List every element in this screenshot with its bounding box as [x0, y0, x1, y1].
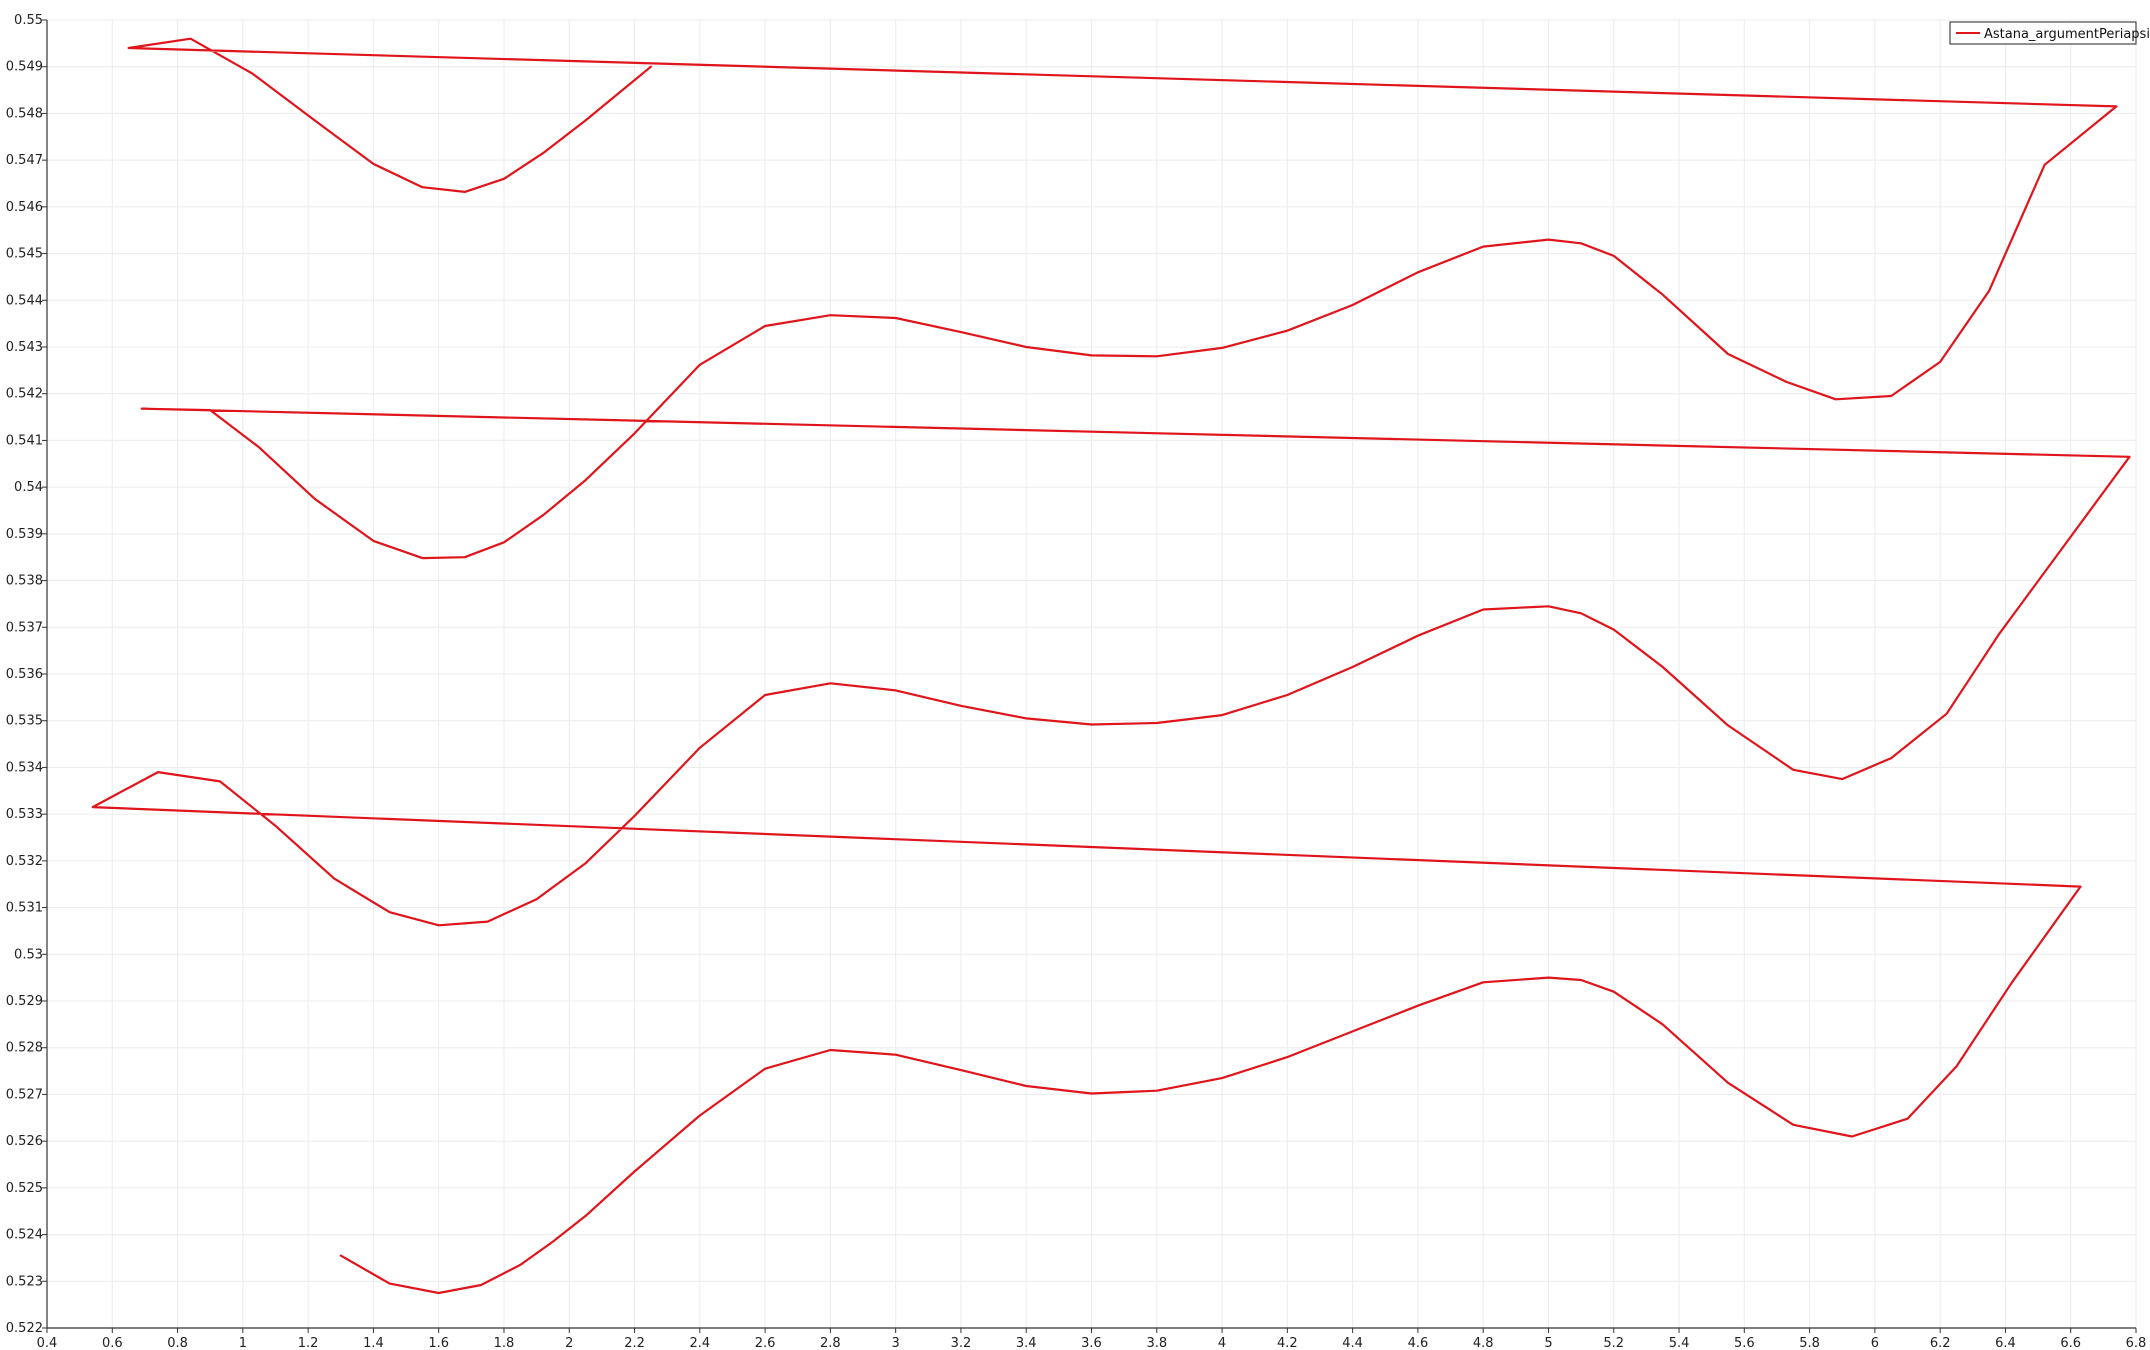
y-tick-label: 0.548 — [6, 106, 43, 121]
x-tick-label: 0.6 — [102, 1336, 123, 1350]
y-tick-label: 0.535 — [6, 714, 43, 729]
y-tick-label: 0.528 — [6, 1041, 43, 1056]
x-tick-label: 1.6 — [428, 1336, 449, 1350]
y-tick-label: 0.549 — [6, 60, 43, 75]
y-tick-label: 0.53 — [14, 947, 43, 962]
x-tick-label: 2.6 — [755, 1336, 776, 1350]
y-tick-label: 0.545 — [6, 247, 43, 262]
y-tick-label: 0.525 — [6, 1181, 43, 1196]
x-tick-label: 3 — [892, 1336, 900, 1350]
y-tick-label: 0.543 — [6, 340, 43, 355]
y-tick-label: 0.534 — [6, 760, 43, 775]
x-tick-label: 2 — [565, 1336, 573, 1350]
y-tick-label: 0.541 — [6, 433, 43, 448]
x-tick-label: 6.4 — [1995, 1336, 2016, 1350]
x-tick-label: 2.4 — [689, 1336, 710, 1350]
y-tick-label: 0.542 — [6, 387, 43, 402]
y-tick-label: 0.546 — [6, 200, 43, 215]
y-tick-label: 0.539 — [6, 527, 43, 542]
y-tick-label: 0.538 — [6, 574, 43, 589]
x-tick-label: 6.2 — [1930, 1336, 1951, 1350]
x-tick-label: 4 — [1218, 1336, 1226, 1350]
x-tick-label: 4.4 — [1342, 1336, 1363, 1350]
series-lines — [91, 37, 2131, 1295]
x-tick-label: 6.8 — [2126, 1336, 2147, 1350]
x-tick-label: 2.8 — [820, 1336, 841, 1350]
legend-box — [1949, 21, 2137, 45]
x-tick-label: 5.8 — [1799, 1336, 1820, 1350]
y-axis-ticks: 0.522 0.523 0.524 0.525 0.526 0.527 0.528 0.529… — [6, 13, 47, 1336]
x-tick-label: 3.2 — [951, 1336, 972, 1350]
x-tick-label: 2.2 — [624, 1336, 645, 1350]
x-axis-ticks: 0.4 0.6 0.8 1 1.2 1.4 1.6 1.8 2 2.2 2.4 2.6 2.8 3 3.2 3… — [37, 1328, 2147, 1350]
x-tick-label: 5 — [1544, 1336, 1552, 1350]
y-tick-label: 0.529 — [6, 994, 43, 1009]
legend: Astana_argumentPeriapsis — [1949, 21, 2150, 45]
y-tick-label: 0.522 — [6, 1321, 43, 1336]
x-tick-label: 6.6 — [2060, 1336, 2081, 1350]
x-tick-label: 0.8 — [167, 1336, 188, 1350]
x-tick-label: 3.4 — [1016, 1336, 1037, 1350]
y-tick-label: 0.55 — [14, 13, 43, 28]
y-tick-label: 0.532 — [6, 854, 43, 869]
y-tick-label: 0.533 — [6, 807, 43, 822]
x-tick-label: 1 — [239, 1336, 247, 1350]
x-tick-label: 5.6 — [1734, 1336, 1755, 1350]
x-tick-label: 4.2 — [1277, 1336, 1298, 1350]
y-tick-label: 0.544 — [6, 293, 43, 308]
y-tick-label: 0.537 — [6, 620, 43, 635]
y-tick-label: 0.54 — [14, 480, 43, 495]
x-tick-label: 4.6 — [1408, 1336, 1429, 1350]
y-tick-label: 0.531 — [6, 901, 43, 916]
y-tick-label: 0.536 — [6, 667, 43, 682]
x-tick-label: 5.4 — [1669, 1336, 1690, 1350]
x-tick-label: 3.6 — [1081, 1336, 1102, 1350]
x-tick-label: 0.4 — [37, 1336, 58, 1350]
y-tick-label: 0.547 — [6, 153, 43, 168]
y-tick-label: 0.527 — [6, 1087, 43, 1102]
y-tick-label: 0.524 — [6, 1228, 43, 1243]
y-tick-label: 0.526 — [6, 1134, 43, 1149]
legend-label: Astana_argumentPeriapsis — [1984, 27, 2150, 42]
grid — [46, 19, 2137, 1329]
x-tick-label: 6 — [1871, 1336, 1879, 1350]
y-tick-label: 0.523 — [6, 1274, 43, 1289]
x-tick-label: 4.8 — [1473, 1336, 1494, 1350]
x-tick-label: 1.4 — [363, 1336, 384, 1350]
x-tick-label: 1.2 — [298, 1336, 319, 1350]
x-tick-label: 5.2 — [1603, 1336, 1624, 1350]
series-line — [91, 37, 2131, 1295]
x-tick-label: 3.8 — [1146, 1336, 1167, 1350]
x-tick-label: 1.8 — [494, 1336, 515, 1350]
